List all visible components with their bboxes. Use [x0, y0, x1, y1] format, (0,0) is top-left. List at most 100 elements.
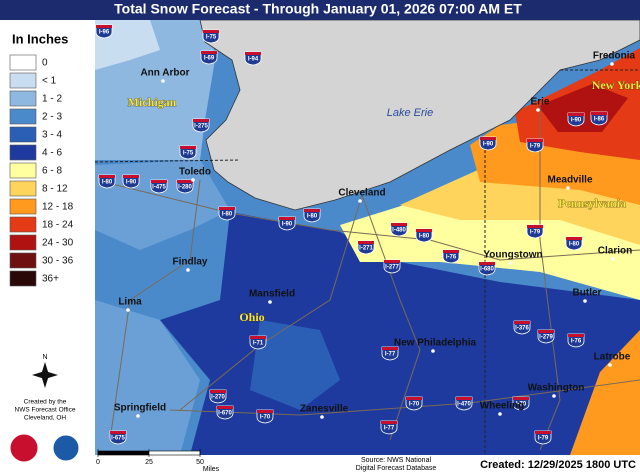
- scale-unit: Miles: [203, 466, 220, 473]
- highway-shield: [526, 224, 544, 239]
- highway-shield-top: [480, 137, 496, 140]
- scale-tick-label: 25: [145, 459, 153, 466]
- legend-swatch: [9, 216, 37, 233]
- highway-label: I-70: [260, 415, 271, 421]
- highway-shield-top: [479, 262, 495, 265]
- highway-label: I-96: [99, 30, 110, 36]
- legend-title: In Inches: [12, 31, 68, 46]
- highway-shield: [179, 145, 197, 160]
- noaa-logo: [52, 434, 80, 462]
- city-dot: [566, 186, 570, 190]
- highway-shield: [381, 346, 399, 361]
- legend-label: 6 - 8: [42, 166, 62, 177]
- highway-shield-top: [384, 260, 400, 263]
- city-label: Cleveland: [338, 188, 385, 199]
- legend-swatch: [9, 180, 37, 197]
- city-dot: [186, 268, 190, 272]
- highway-shield-top: [210, 390, 226, 393]
- highway-shield-top: [279, 217, 295, 220]
- legend-label: 36+: [42, 274, 59, 285]
- highway-shield-top: [358, 241, 374, 244]
- highway-shield: [122, 174, 140, 189]
- legend-label: 8 - 12: [42, 184, 68, 195]
- highway-shield: [209, 389, 227, 404]
- highway-label: I-76: [571, 339, 582, 345]
- highway-shield-top: [566, 237, 582, 240]
- highway-shield-top: [123, 175, 139, 178]
- highway-label: I-277: [385, 265, 399, 271]
- highway-shield: [109, 430, 127, 445]
- city-dot: [608, 363, 612, 367]
- highway-label: I-80: [419, 234, 430, 240]
- highway-shield-top: [416, 229, 432, 232]
- highway-shield-top: [391, 223, 407, 226]
- highway-shield: [537, 329, 555, 344]
- legend-swatch: [9, 234, 37, 251]
- city-dot: [161, 79, 165, 83]
- highway-shield: [512, 396, 530, 411]
- city-dot: [552, 394, 556, 398]
- highway-label: I-79: [530, 144, 541, 150]
- highway-label: I-480: [392, 228, 406, 234]
- legend-label: 12 - 18: [42, 202, 74, 213]
- highway-shield: [565, 236, 583, 251]
- roads: [99, 105, 640, 451]
- footer: [95, 455, 640, 475]
- highway-shield: [278, 216, 296, 231]
- lake-label: Lake Erie: [387, 107, 433, 119]
- state-label: New York: [592, 78, 640, 92]
- city-dot: [610, 62, 614, 66]
- highway-shield: [357, 240, 375, 255]
- highway-shield-top: [151, 180, 167, 183]
- highway-shield-top: [110, 431, 126, 434]
- legend-swatch: [9, 162, 37, 179]
- highway-shield-top: [257, 410, 273, 413]
- city-label: Lima: [118, 297, 142, 308]
- highway-label: I-79: [538, 436, 549, 442]
- legend-swatch: [9, 270, 37, 287]
- city-label: Butler: [573, 288, 602, 299]
- highway-shield-top: [381, 421, 397, 424]
- highway-label: I-76: [446, 255, 457, 261]
- highway-label: I-271: [359, 246, 373, 252]
- source: Source: NWS National: [361, 457, 431, 464]
- map-area: [94, 19, 640, 455]
- city-label: Washington: [528, 383, 585, 394]
- city-label: Fredonia: [593, 51, 636, 62]
- legend-label: 1 - 2: [42, 94, 62, 105]
- highway-shield-top: [382, 347, 398, 350]
- region-sw: [95, 300, 200, 455]
- highway-shield: [526, 138, 544, 153]
- city-label: Clarion: [598, 246, 632, 257]
- highway-shield-top: [568, 334, 584, 337]
- region-se: [570, 330, 640, 455]
- highway-shield: [95, 24, 113, 39]
- highway-shield: [478, 261, 496, 276]
- highway-label: I-90: [483, 142, 494, 148]
- city-dot: [126, 308, 130, 312]
- highway-shield-top: [527, 225, 543, 228]
- compass-rose: [32, 371, 58, 379]
- highway-label: I-70: [516, 402, 527, 408]
- legend-label: 0: [42, 58, 48, 69]
- legend-swatch: [9, 252, 37, 269]
- highway-label: I-280: [178, 185, 192, 191]
- highway-shield: [176, 179, 194, 194]
- highway-label: I-270: [211, 395, 225, 401]
- highway-shield: [380, 420, 398, 435]
- highway-shield-top: [443, 250, 459, 253]
- legend-swatch: [9, 144, 37, 161]
- scale-bar: [98, 451, 149, 455]
- city-label: Springfield: [114, 403, 166, 414]
- highway-label: I-75: [206, 35, 217, 41]
- highway-label: I-79: [530, 230, 541, 236]
- legend-label: 4 - 6: [42, 148, 62, 159]
- highway-shield: [200, 50, 218, 65]
- highway-shield-top: [219, 207, 235, 210]
- credits: Created by the: [24, 399, 67, 406]
- city-label: Zanesville: [300, 404, 349, 415]
- legend-label: 2 - 3: [42, 112, 62, 123]
- highway-shield: [249, 335, 267, 350]
- highway-label: I-279: [539, 335, 553, 341]
- highway-shield-top: [527, 139, 543, 142]
